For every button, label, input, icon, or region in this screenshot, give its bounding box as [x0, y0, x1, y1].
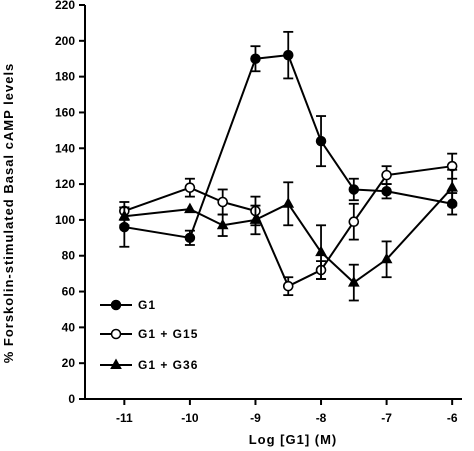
y-tick-label: 100	[55, 213, 75, 227]
legend-label: G1	[138, 298, 156, 312]
data-point	[315, 245, 327, 257]
legend-label: G1 + G36	[138, 358, 198, 372]
data-point	[283, 49, 294, 61]
y-tick-label: 0	[68, 392, 75, 406]
y-axis: 0 20 40 60 80 100 120 140 160 180 200 220	[55, 0, 86, 406]
data-point	[282, 280, 294, 292]
data-point	[184, 232, 196, 244]
data-point	[348, 216, 360, 227]
x-tick-label: -11	[116, 411, 133, 425]
series-1	[119, 152, 458, 297]
y-axis-label: % Forskolin-stimulated Basal cAMP levels	[1, 63, 16, 364]
data-point	[381, 169, 392, 181]
y-tick-label: 40	[62, 320, 76, 334]
legend-marker-filled-triangle	[110, 358, 122, 369]
data-point	[380, 252, 393, 264]
x-tick-label: -10	[181, 411, 199, 425]
series-2	[118, 168, 459, 302]
data-point	[118, 209, 131, 221]
y-tick-label: 120	[55, 177, 75, 191]
legend: G1 G1 + G15 G1 + G36	[100, 298, 198, 372]
x-tick-label: -6	[447, 411, 458, 425]
y-tick-label: 60	[62, 285, 76, 299]
data-point	[347, 276, 360, 287]
y-tick-label: 180	[55, 70, 75, 84]
data-point	[381, 186, 392, 197]
data-point	[282, 197, 295, 208]
x-tick-label: -9	[250, 411, 261, 425]
x-ticks: -11 -10 -9 -8 -7 -6	[116, 399, 458, 425]
data-point	[216, 218, 229, 230]
data-point	[446, 181, 459, 192]
x-axis-label: Log [G1] (M)	[249, 432, 338, 447]
data-point	[250, 53, 261, 64]
y-tick-label: 220	[55, 0, 75, 12]
series-line	[124, 54, 453, 239]
y-tick-label: 200	[55, 34, 75, 48]
data-point	[315, 135, 327, 147]
legend-label: G1 + G15	[138, 327, 198, 341]
legend-item-g1: G1	[100, 298, 156, 312]
data-point	[217, 196, 228, 208]
y-tick-label: 140	[55, 141, 75, 155]
x-tick-label: -8	[316, 411, 327, 425]
data-point	[184, 202, 196, 214]
x-tick-label: -7	[381, 411, 392, 425]
y-tick-label: 80	[62, 249, 76, 263]
y-ticks: 0 20 40 60 80 100 120 140 160 180 200 220	[55, 0, 85, 406]
x-axis: -11 -10 -9 -8 -7 -6	[85, 398, 462, 425]
series-layer	[118, 30, 459, 302]
data-point	[249, 213, 262, 224]
y-tick-label: 20	[62, 356, 76, 370]
y-tick-label: 160	[55, 105, 75, 119]
legend-item-g1-g15: G1 + G15	[100, 327, 198, 341]
legend-marker-open-circle	[110, 328, 122, 340]
legend-marker-filled-circle	[110, 299, 122, 311]
data-point	[348, 184, 360, 195]
legend-item-g1-g36: G1 + G36	[100, 358, 198, 372]
data-point	[184, 182, 196, 193]
